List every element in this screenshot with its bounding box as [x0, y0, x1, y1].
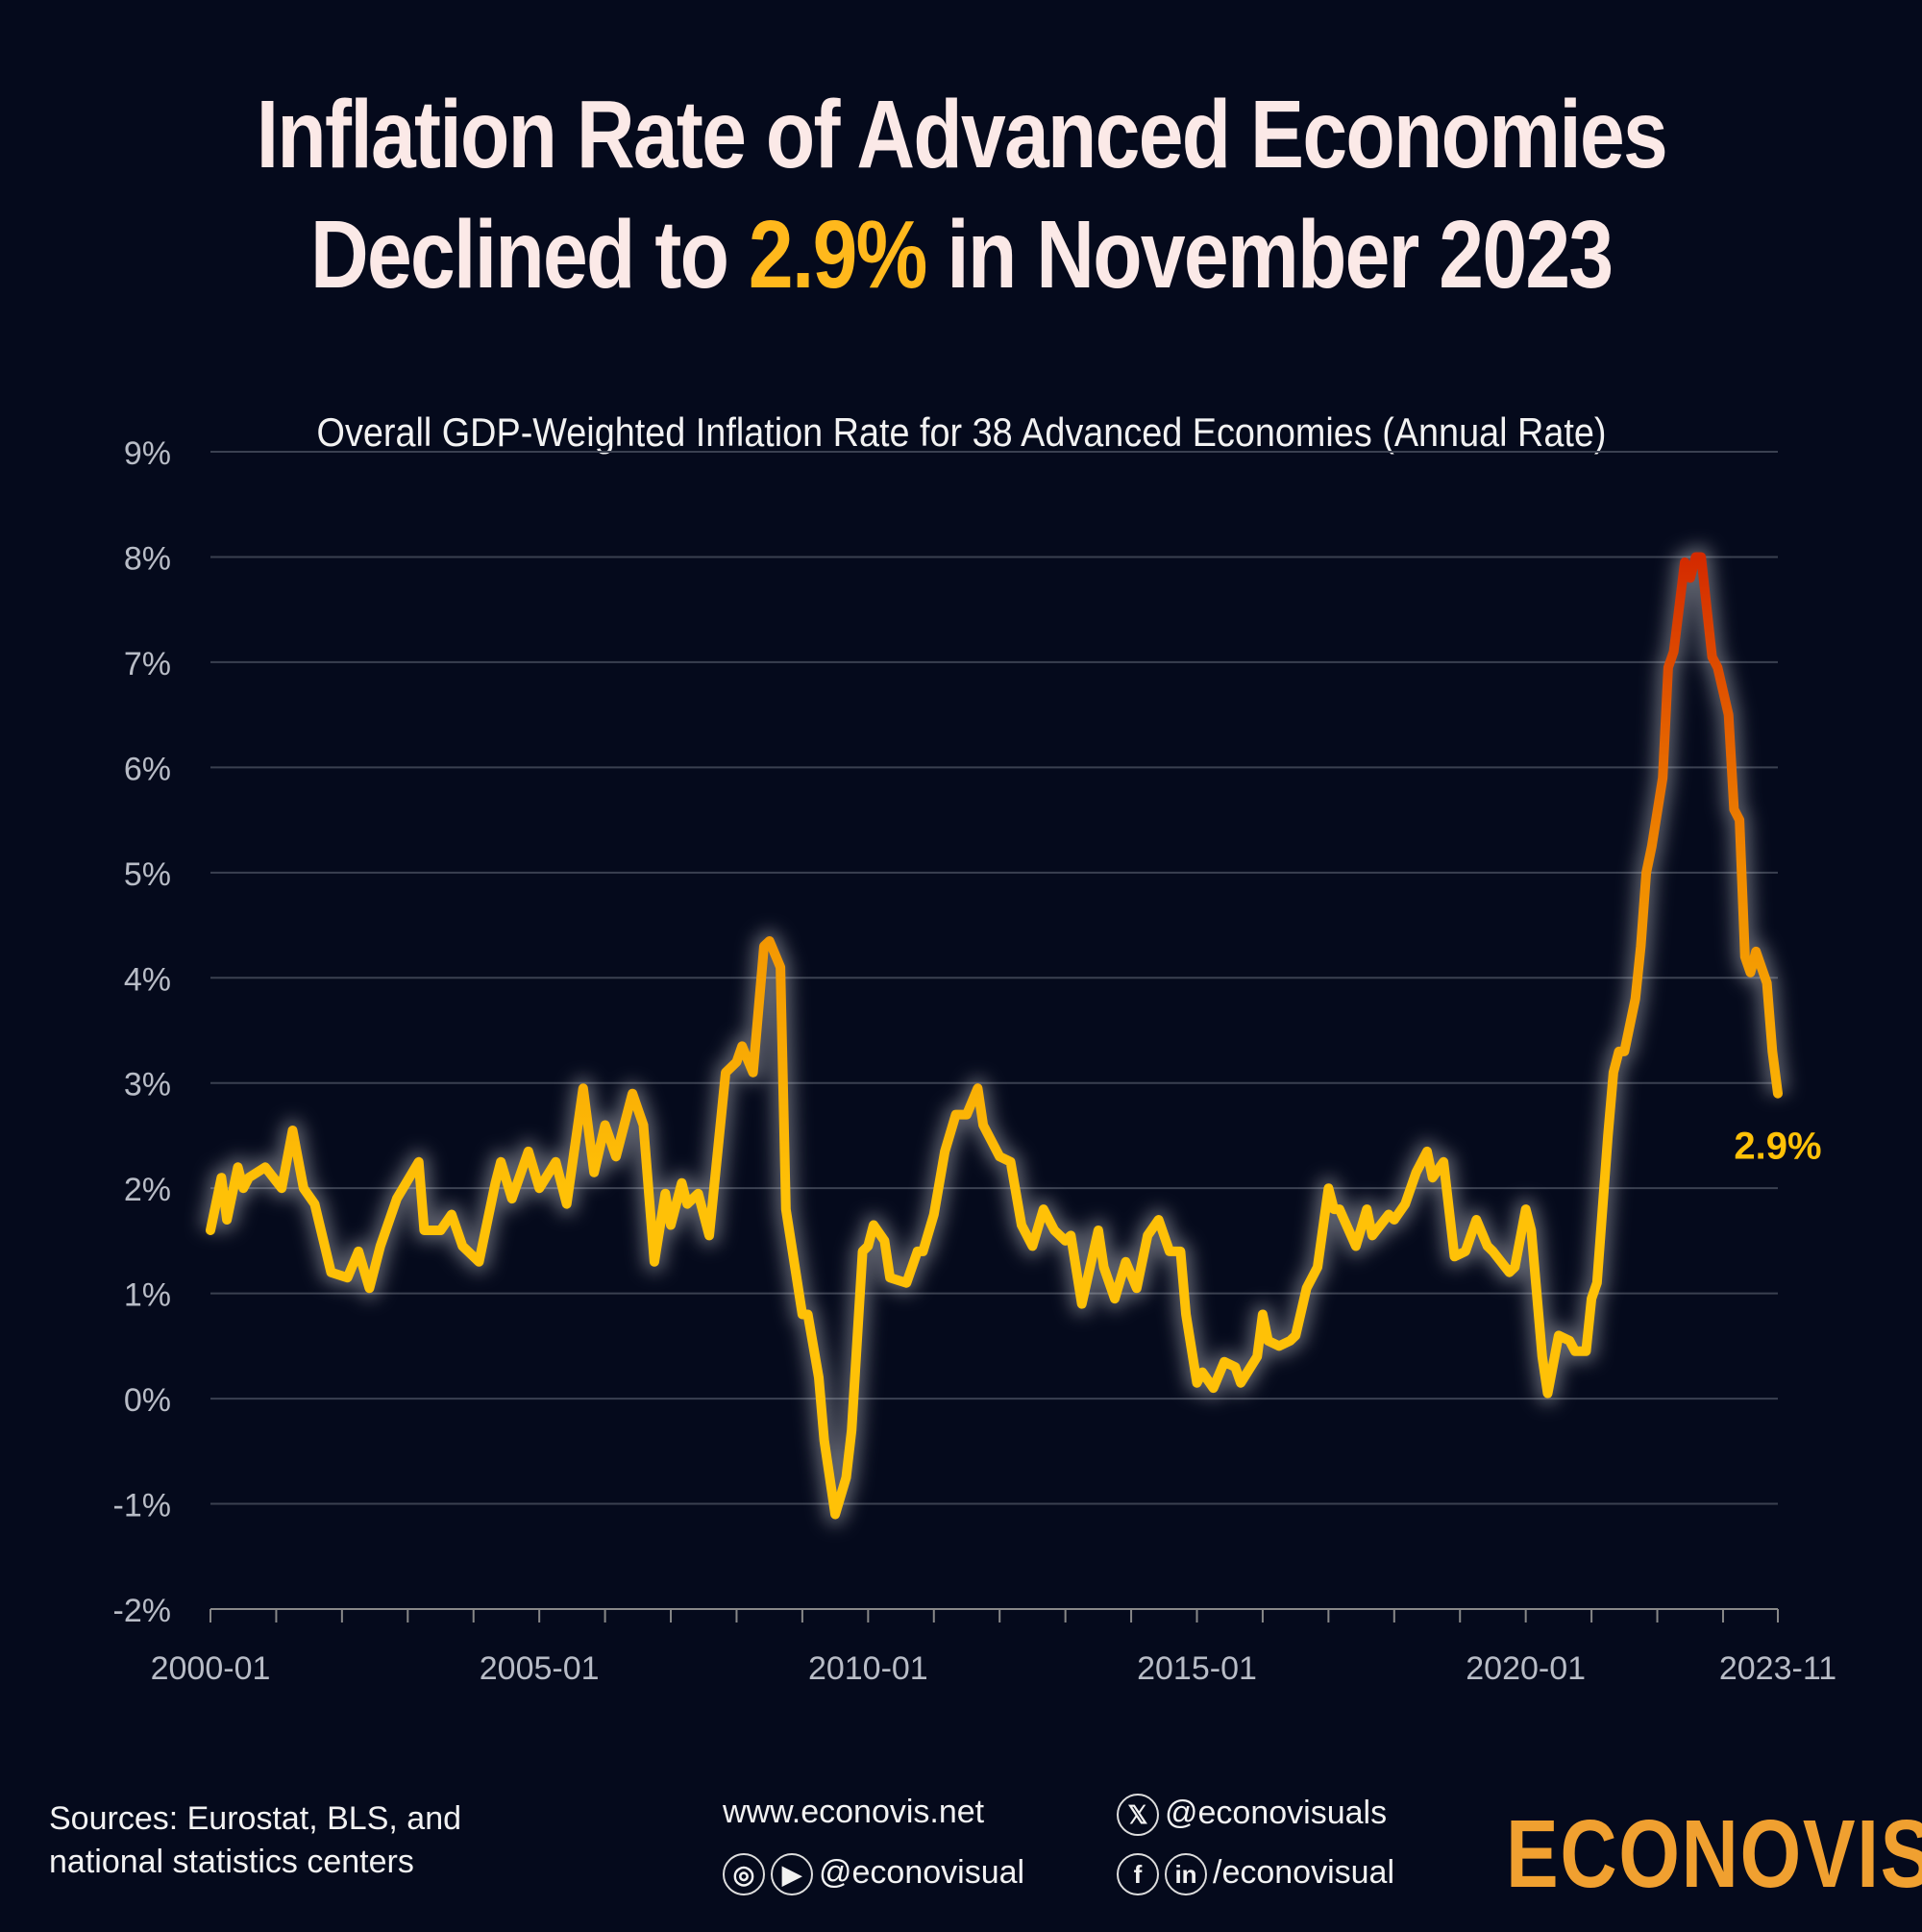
x-tick-label: 2005-01 [480, 1650, 600, 1687]
x-handle[interactable]: @econovisuals [1165, 1794, 1388, 1831]
instagram-icon[interactable]: ◎ [723, 1853, 765, 1895]
y-tick-label: 1% [124, 1277, 171, 1314]
y-tick-label: 3% [124, 1067, 171, 1103]
linkedin-icon[interactable]: in [1165, 1853, 1207, 1895]
y-tick-label: 0% [124, 1382, 171, 1419]
website-link[interactable]: www.econovis.net [723, 1794, 985, 1830]
y-tick-label: 6% [124, 751, 171, 787]
y-tick-label: -1% [113, 1488, 171, 1524]
sources-line2: national statistics centers [49, 1844, 414, 1880]
y-tick-label: 8% [124, 540, 171, 577]
chart-title-line2: Declined to 2.9% in November 2023 [309, 201, 1614, 309]
x-tick-label: 2020-01 [1466, 1650, 1586, 1687]
y-tick-label: 9% [124, 435, 171, 472]
line-chart: -2% -1% 0% 1% 2% 3% 4% 5% 6% 7% 8% 9% 2000-01 2005-0… [113, 435, 1837, 1687]
x-tick-label: 2023-11 [1719, 1650, 1836, 1687]
facebook-linkedin-handle[interactable]: /econovisual [1213, 1853, 1395, 1891]
y-tick-label: 7% [124, 646, 171, 682]
facebook-icon[interactable]: f [1117, 1853, 1159, 1895]
y-tick-label: -2% [113, 1593, 171, 1629]
x-tick-label: 2015-01 [1137, 1650, 1257, 1687]
x-tick-label: 2010-01 [808, 1650, 928, 1687]
series-line [206, 552, 1783, 1520]
instagram-youtube-handle[interactable]: @econovisual [819, 1853, 1025, 1891]
y-tick-label: 5% [124, 856, 171, 893]
end-value-label: 2.9% [1734, 1126, 1821, 1168]
chart-subtitle: Overall GDP-Weighted Inflation Rate for … [316, 409, 1606, 455]
econovis-logo: ECONOVIS [1506, 1800, 1922, 1908]
y-tick-label: 4% [124, 961, 171, 998]
chart-title-line1: Inflation Rate of Advanced Economies [256, 81, 1667, 188]
title-highlight-value: 2.9% [748, 201, 927, 309]
youtube-icon[interactable]: ▶ [771, 1853, 813, 1895]
sources-line1: Sources: Eurostat, BLS, and [49, 1800, 462, 1837]
x-tick-label: 2000-01 [151, 1650, 271, 1687]
y-tick-label: 2% [124, 1172, 171, 1208]
x-icon[interactable]: 𝕏 [1117, 1794, 1159, 1836]
